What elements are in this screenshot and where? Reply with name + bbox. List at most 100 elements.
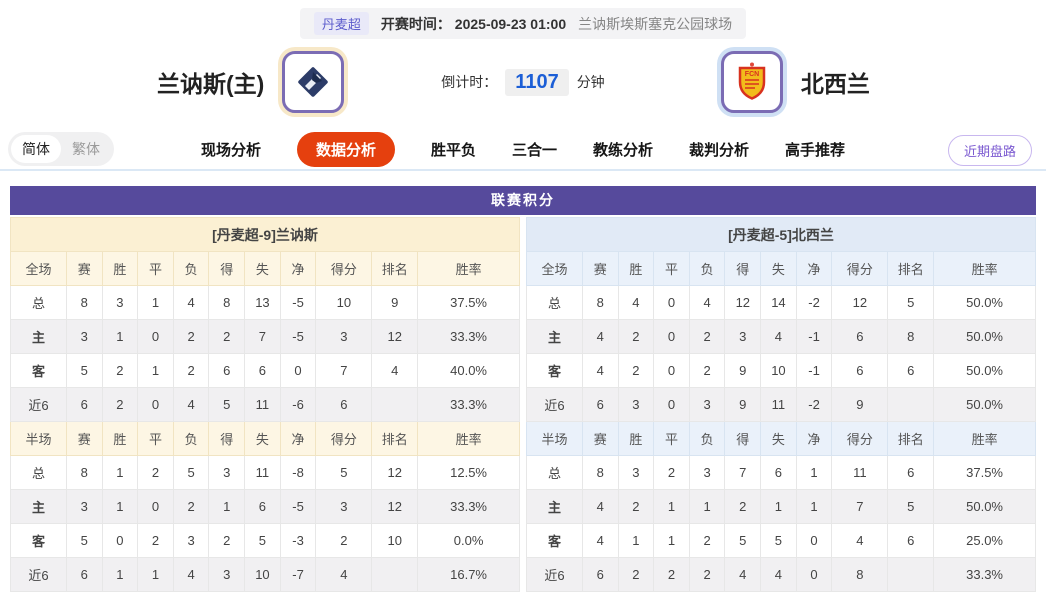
home-team-logo bbox=[282, 51, 345, 113]
col-header: 全场 bbox=[526, 251, 583, 286]
kickoff-label: 开赛时间： bbox=[380, 15, 451, 32]
stat-cell: 2 bbox=[617, 557, 655, 592]
stat-cell: 0 bbox=[795, 557, 833, 592]
stat-cell: 2 bbox=[101, 387, 139, 422]
away-team-name: 北西兰 bbox=[800, 71, 870, 97]
col-header: 失 bbox=[760, 421, 797, 456]
stat-cell: 1 bbox=[137, 353, 174, 388]
tab-data-analysis[interactable]: 数据分析 bbox=[296, 131, 395, 167]
language-toggle[interactable]: 简体 繁体 bbox=[8, 132, 114, 166]
stat-cell: 12.5% bbox=[417, 455, 520, 490]
stat-cell: 2 bbox=[315, 523, 373, 558]
stat-cell: 2 bbox=[208, 319, 246, 354]
stat-cell: 8 bbox=[887, 319, 935, 354]
stat-cell bbox=[887, 387, 935, 422]
stat-cell: -5 bbox=[279, 319, 317, 354]
stat-cell: 3 bbox=[315, 489, 373, 524]
col-header: 全场 bbox=[10, 251, 67, 286]
stat-cell: 2 bbox=[617, 353, 655, 388]
stat-cell: 6 bbox=[315, 387, 373, 422]
stat-cell: 9 bbox=[724, 353, 762, 388]
stat-cell: 1 bbox=[137, 285, 174, 320]
tab-live-analysis[interactable]: 现场分析 bbox=[200, 141, 261, 159]
col-header: 失 bbox=[244, 421, 281, 456]
stat-cell: 10 bbox=[244, 557, 281, 592]
stat-cell: 10 bbox=[760, 353, 797, 388]
col-header: 赛 bbox=[581, 421, 619, 456]
analysis-tab-bar: 简体 繁体 现场分析 数据分析 胜平负 三合一 教练分析 裁判分析 高手推荐 近期盘路 bbox=[0, 129, 1046, 171]
stat-cell: 3 bbox=[172, 523, 210, 558]
col-header: 胜 bbox=[617, 421, 655, 456]
stat-cell: 5 bbox=[65, 523, 103, 558]
countdown-label: 倒计时： bbox=[441, 74, 498, 90]
tab-three-in-one[interactable]: 三合一 bbox=[511, 141, 557, 159]
stat-cell: 1 bbox=[101, 489, 139, 524]
row-label: 近6 bbox=[10, 557, 67, 592]
table-row: 主 3 1 0 2 2 7 -5 3 12 33.3% bbox=[10, 319, 520, 354]
stat-cell: 4 bbox=[172, 557, 210, 592]
away-logo-shield-icon: FCN bbox=[738, 62, 766, 100]
stat-cell: 8 bbox=[831, 557, 889, 592]
stat-cell: 12 bbox=[371, 319, 419, 354]
col-header: 净 bbox=[795, 251, 833, 286]
stat-cell: 9 bbox=[724, 387, 762, 422]
col-header: 排名 bbox=[371, 421, 419, 456]
toggle-simplified[interactable]: 简体 bbox=[11, 135, 61, 163]
stat-cell: 6 bbox=[244, 489, 281, 524]
toggle-traditional[interactable]: 繁体 bbox=[72, 141, 100, 157]
top-info-wrap: 丹麦超 开赛时间： 2025-09-23 01:00 兰讷斯埃斯塞克公园球场 bbox=[0, 0, 1046, 39]
col-header: 得分 bbox=[315, 421, 373, 456]
league-badge[interactable]: 丹麦超 bbox=[313, 12, 369, 35]
stat-cell: 0 bbox=[653, 353, 690, 388]
stat-cell: 6 bbox=[244, 353, 281, 388]
col-header: 半场 bbox=[526, 421, 583, 456]
table-row: 客 4 1 1 2 5 5 0 4 6 25.0% bbox=[526, 523, 1036, 558]
col-header: 胜 bbox=[101, 251, 139, 286]
stat-cell: 8 bbox=[65, 455, 103, 490]
stat-cell: 7 bbox=[724, 455, 762, 490]
stat-cell: 7 bbox=[831, 489, 889, 524]
team-subtitle: [丹麦超-9]兰讷斯 bbox=[10, 217, 520, 252]
col-header: 负 bbox=[688, 421, 726, 456]
row-label: 客 bbox=[526, 353, 583, 388]
tab-coach-analysis[interactable]: 教练分析 bbox=[593, 141, 654, 159]
col-header: 净 bbox=[279, 251, 317, 286]
col-header: 净 bbox=[795, 421, 833, 456]
row-label: 主 bbox=[10, 489, 67, 524]
stat-cell: 0 bbox=[279, 353, 317, 388]
stat-cell: 1 bbox=[760, 489, 797, 524]
table-row: 总 8 4 0 4 12 14 -2 12 5 50.0% bbox=[526, 285, 1036, 320]
row-label: 总 bbox=[526, 455, 583, 490]
table-row: 近6 6 2 2 2 4 4 0 8 33.3% bbox=[526, 557, 1036, 592]
stat-cell: 4 bbox=[760, 319, 797, 354]
stat-cell: 7 bbox=[244, 319, 281, 354]
team-header: 兰讷斯(主) 倒计时： 1107 分钟 FCN 北西兰 bbox=[0, 39, 1046, 125]
col-header: 赛 bbox=[65, 251, 103, 286]
stat-cell: 3 bbox=[315, 319, 373, 354]
stat-cell: 40.0% bbox=[417, 353, 520, 388]
col-header: 得分 bbox=[315, 251, 373, 286]
stat-cell: 3 bbox=[65, 319, 103, 354]
stat-cell: 33.3% bbox=[417, 387, 520, 422]
col-header: 负 bbox=[172, 251, 210, 286]
row-label: 近6 bbox=[526, 387, 583, 422]
stat-cell: 37.5% bbox=[933, 455, 1036, 490]
stat-cell: 6 bbox=[831, 353, 889, 388]
tab-referee-analysis[interactable]: 裁判分析 bbox=[689, 141, 750, 159]
stat-cell: 0 bbox=[653, 319, 690, 354]
col-header: 胜率 bbox=[417, 421, 520, 456]
stat-cell: 5 bbox=[208, 387, 246, 422]
stat-cell: 50.0% bbox=[933, 353, 1036, 388]
tab-win-draw-lose[interactable]: 胜平负 bbox=[430, 141, 476, 159]
stat-cell: 8 bbox=[208, 285, 246, 320]
stat-cell: 4 bbox=[688, 285, 726, 320]
recent-odds-button[interactable]: 近期盘路 bbox=[947, 135, 1032, 166]
stat-cell: 11 bbox=[244, 387, 281, 422]
stat-cell: -8 bbox=[279, 455, 317, 490]
table-row: 客 5 2 1 2 6 6 0 7 4 40.0% bbox=[10, 353, 520, 388]
tab-expert-picks[interactable]: 高手推荐 bbox=[785, 141, 846, 159]
stat-cell: 50.0% bbox=[933, 489, 1036, 524]
col-header: 平 bbox=[653, 251, 690, 286]
board-body: [丹麦超-9]兰讷斯 全场赛胜平负得失净得分 排名 胜率总 8 3 1 4 8 13 -5 10 9 37… bbox=[10, 217, 1036, 592]
col-header: 得 bbox=[724, 251, 762, 286]
